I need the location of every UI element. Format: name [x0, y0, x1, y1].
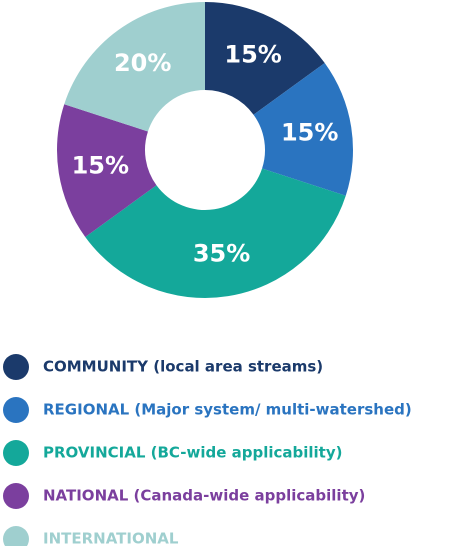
slice-label: 35%	[193, 240, 250, 268]
slice	[64, 2, 205, 132]
slice-label: 20%	[114, 49, 171, 77]
legend-label: INTERNATIONAL	[43, 530, 179, 546]
legend-swatch	[3, 483, 29, 509]
slice-label: 15%	[224, 41, 281, 69]
slice-label: 15%	[72, 152, 129, 180]
slice	[205, 2, 325, 115]
legend-label: NATIONAL (Canada-wide applicability)	[43, 487, 365, 505]
legend-swatch	[3, 397, 29, 423]
slice	[57, 104, 157, 237]
legend-swatch	[3, 440, 29, 466]
legend-label: REGIONAL (Major system/ multi-watershed)	[43, 401, 412, 419]
legend-label: COMMUNITY (local area streams)	[43, 358, 323, 376]
legend-label: PROVINCIAL (BC-wide applicability)	[43, 444, 342, 462]
slice	[253, 63, 353, 196]
legend-swatch	[3, 354, 29, 380]
legend-swatch	[3, 526, 29, 546]
slice	[85, 168, 346, 299]
slice-label: 15%	[281, 118, 338, 146]
